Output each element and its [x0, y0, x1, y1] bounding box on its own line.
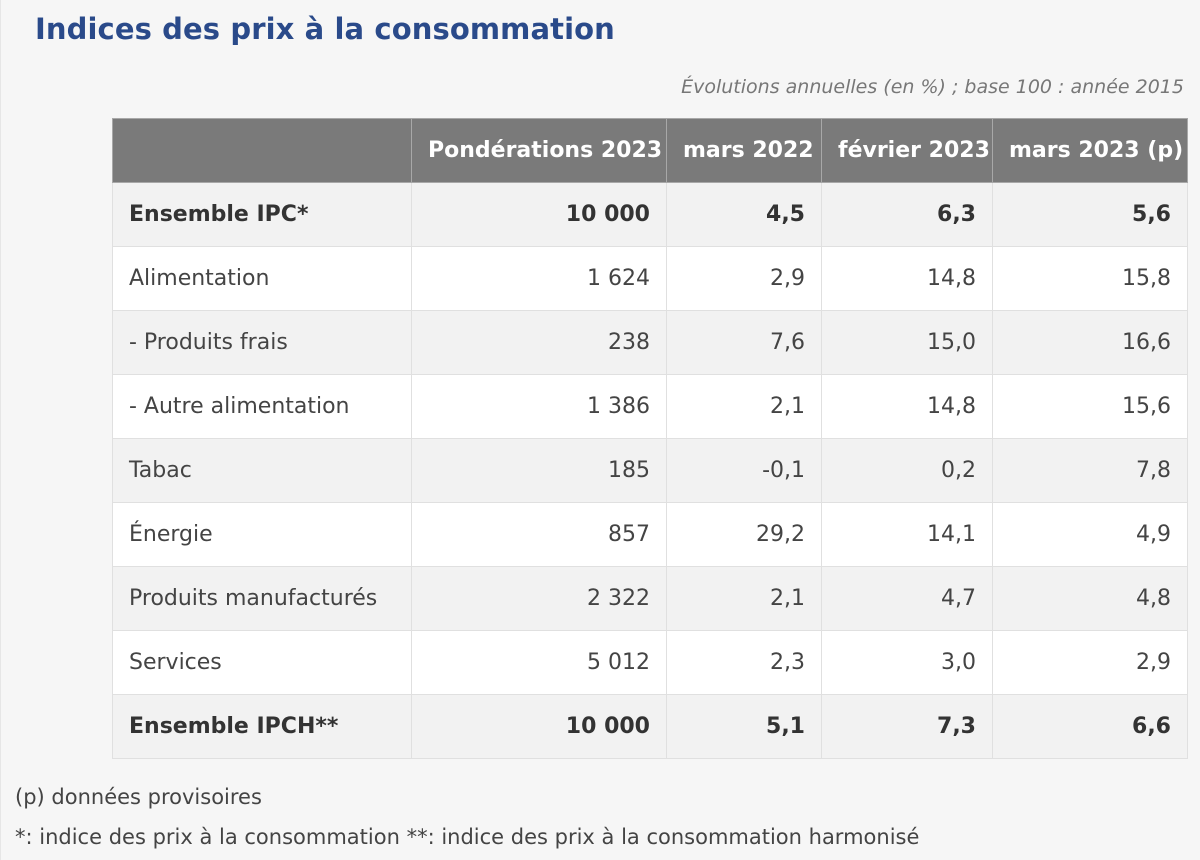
row-value: 0,2: [821, 438, 993, 503]
row-value: 14,1: [821, 502, 993, 567]
row-label: Ensemble IPCH**: [112, 694, 412, 759]
row-value: 2,9: [666, 246, 822, 311]
row-value: 6,6: [992, 694, 1188, 759]
header-cell-mar-2023: mars 2023 (p): [992, 118, 1188, 183]
table-row: Services 5 012 2,3 3,0 2,9: [112, 630, 1188, 695]
row-value: 15,6: [992, 374, 1188, 439]
row-value: 2,3: [666, 630, 822, 695]
header-cell-mar-2022: mars 2022: [666, 118, 822, 183]
row-value: 15,8: [992, 246, 1188, 311]
table-row: - Autre alimentation 1 386 2,1 14,8 15,6: [112, 374, 1188, 439]
row-value: 2,9: [992, 630, 1188, 695]
row-label: Alimentation: [112, 246, 412, 311]
row-value: 14,8: [821, 374, 993, 439]
row-label: - Produits frais: [112, 310, 412, 375]
row-value: 4,9: [992, 502, 1188, 567]
footnote-provisional: (p) données provisoires: [15, 785, 262, 809]
row-value: 7,6: [666, 310, 822, 375]
row-value: 1 624: [411, 246, 667, 311]
table-row: Ensemble IPC* 10 000 4,5 6,3 5,6: [112, 182, 1188, 247]
table-row: Produits manufacturés 2 322 2,1 4,7 4,8: [112, 566, 1188, 631]
row-value: 4,8: [992, 566, 1188, 631]
row-label: Produits manufacturés: [112, 566, 412, 631]
row-value: 7,8: [992, 438, 1188, 503]
row-value: 16,6: [992, 310, 1188, 375]
row-value: 3,0: [821, 630, 993, 695]
row-value: 2 322: [411, 566, 667, 631]
table-row: Ensemble IPCH** 10 000 5,1 7,3 6,6: [112, 694, 1188, 759]
header-cell-feb-2023: février 2023: [821, 118, 993, 183]
row-value: 4,7: [821, 566, 993, 631]
row-value: 5 012: [411, 630, 667, 695]
row-value: 5,1: [666, 694, 822, 759]
table-row: - Produits frais 238 7,6 15,0 16,6: [112, 310, 1188, 375]
row-value: 2,1: [666, 566, 822, 631]
row-value: 10 000: [411, 694, 667, 759]
row-label: Services: [112, 630, 412, 695]
row-value: 14,8: [821, 246, 993, 311]
row-label: Ensemble IPC*: [112, 182, 412, 247]
row-value: 185: [411, 438, 667, 503]
cpi-table: Pondérations 2023 mars 2022 février 2023…: [112, 118, 1188, 759]
row-value: 29,2: [666, 502, 822, 567]
table-row: Alimentation 1 624 2,9 14,8 15,8: [112, 246, 1188, 311]
row-value: 238: [411, 310, 667, 375]
row-value: 5,6: [992, 182, 1188, 247]
row-value: 6,3: [821, 182, 993, 247]
row-value: -0,1: [666, 438, 822, 503]
row-value: 2,1: [666, 374, 822, 439]
header-row: Pondérations 2023 mars 2022 février 2023…: [112, 118, 1188, 183]
row-label: - Autre alimentation: [112, 374, 412, 439]
header-cell-empty: [112, 118, 412, 183]
row-value: 857: [411, 502, 667, 567]
row-value: 15,0: [821, 310, 993, 375]
row-label: Énergie: [112, 502, 412, 567]
page-title: Indices des prix à la consommation: [35, 12, 615, 46]
table-row: Tabac 185 -0,1 0,2 7,8: [112, 438, 1188, 503]
row-value: 10 000: [411, 182, 667, 247]
row-label: Tabac: [112, 438, 412, 503]
header-cell-weights: Pondérations 2023: [411, 118, 667, 183]
row-value: 7,3: [821, 694, 993, 759]
table-row: Énergie 857 29,2 14,1 4,9: [112, 502, 1188, 567]
footnote-definitions: *: indice des prix à la consommation **:…: [15, 825, 920, 849]
table-subtitle: Évolutions annuelles (en %) ; base 100 :…: [681, 76, 1184, 98]
row-value: 4,5: [666, 182, 822, 247]
row-value: 1 386: [411, 374, 667, 439]
